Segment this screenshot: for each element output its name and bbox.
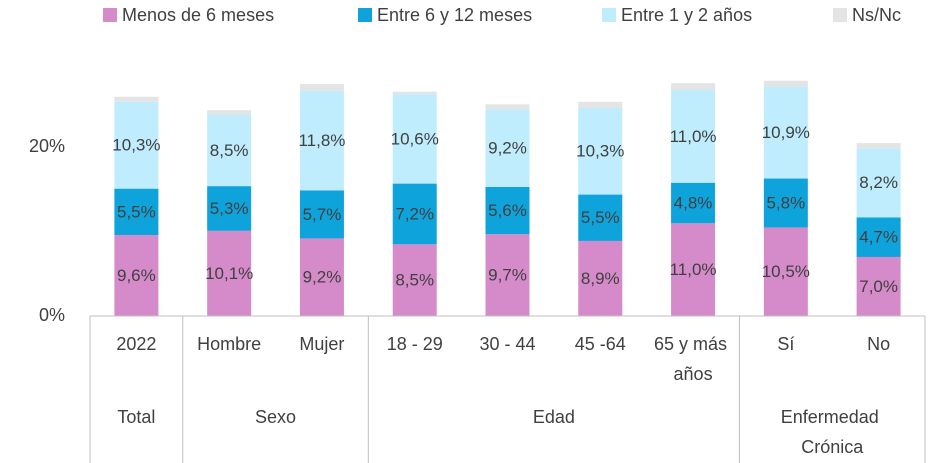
bar-segment <box>392 244 437 316</box>
bar-segment <box>578 240 623 316</box>
legend-label: Menos de 6 meses <box>122 5 274 25</box>
bar-segment <box>392 94 437 184</box>
x-tick-label: 65 y más años <box>654 334 732 384</box>
bar-segment <box>578 107 623 195</box>
legend-label: Entre 6 y 12 meses <box>377 5 532 25</box>
bar-segment <box>856 256 901 316</box>
data-label: 7,0% <box>859 277 898 296</box>
x-tick-label: 18 - 29 <box>387 334 443 354</box>
data-label: 10,3% <box>112 136 160 155</box>
legend-swatch <box>602 8 616 22</box>
data-label: 8,5% <box>395 271 434 290</box>
x-tick-label: Mujer <box>299 334 344 354</box>
x-tick-label: 45 -64 <box>575 334 626 354</box>
data-label: 11,8% <box>298 131 345 150</box>
x-tick-label: 2022 <box>116 334 156 354</box>
legend-label: Ns/Nc <box>852 5 901 25</box>
data-label: 5,7% <box>303 205 342 224</box>
bar-segment <box>856 148 901 218</box>
bar-segment <box>671 83 716 90</box>
bar-segment <box>392 183 437 245</box>
data-label: 5,3% <box>210 199 249 218</box>
x-tick-label: 30 - 44 <box>479 334 535 354</box>
data-label: 9,7% <box>488 266 527 285</box>
data-label: 10,3% <box>576 142 624 161</box>
data-label: 8,9% <box>581 269 620 288</box>
bar-segment <box>392 91 437 95</box>
bar-segment <box>114 188 159 236</box>
data-label: 5,8% <box>766 193 805 212</box>
data-label: 4,8% <box>674 193 713 212</box>
bar-segment <box>299 238 344 316</box>
bar-segment <box>485 104 530 110</box>
bar-segment <box>299 190 344 239</box>
data-label: 10,1% <box>205 264 253 283</box>
data-label: 11,0% <box>670 260 717 279</box>
bar-segment <box>763 227 808 316</box>
bar-segment <box>207 186 252 231</box>
data-label: 10,9% <box>762 123 810 142</box>
bar-segment <box>485 186 530 235</box>
x-tick-label: Hombre <box>197 334 261 354</box>
bar-segment <box>114 101 159 189</box>
group-label: Total <box>117 407 155 427</box>
group-label: Sexo <box>255 407 296 427</box>
data-label: 8,5% <box>210 141 249 160</box>
data-label: 11,0% <box>670 127 717 146</box>
bar-segment <box>671 223 716 316</box>
group-label: Edad <box>533 407 575 427</box>
data-label: 10,6% <box>391 129 439 148</box>
bar-segment <box>763 86 808 179</box>
bar-segment <box>763 80 808 87</box>
bar-segment <box>578 101 623 108</box>
data-label: 5,5% <box>581 208 620 227</box>
bar-segment <box>578 194 623 241</box>
bar-segment <box>856 217 901 257</box>
bar-segment <box>671 89 716 183</box>
bar-segment <box>207 230 252 316</box>
group-label: Enfermedad Crónica <box>781 407 884 457</box>
data-label: 4,7% <box>859 228 898 247</box>
x-tick-label: Sí <box>777 334 794 354</box>
data-label: 7,2% <box>395 204 434 223</box>
bar-segment <box>299 84 344 91</box>
bar-segment <box>485 234 530 316</box>
y-tick-label: 20% <box>29 136 65 156</box>
bar-segment <box>671 182 716 224</box>
bar-segment <box>856 143 901 149</box>
bar-segment <box>299 90 344 191</box>
data-label: 5,6% <box>488 201 527 220</box>
data-label: 10,5% <box>762 262 810 281</box>
legend-swatch <box>833 8 847 22</box>
legend-label: Entre 1 y 2 años <box>621 5 752 25</box>
bar-segment <box>114 235 159 316</box>
data-label: 9,2% <box>303 268 342 287</box>
data-label: 9,2% <box>488 139 527 158</box>
legend-swatch <box>103 8 117 22</box>
data-label: 9,6% <box>117 266 156 285</box>
data-label: 8,2% <box>859 173 898 192</box>
bar-segment <box>114 96 159 102</box>
bar-segment <box>485 109 530 187</box>
bar-segment <box>763 178 808 228</box>
bar-segment <box>207 110 252 115</box>
data-label: 5,5% <box>117 202 156 221</box>
bar-segment <box>207 114 252 187</box>
legend-swatch <box>358 8 372 22</box>
y-tick-label: 0% <box>39 305 65 325</box>
x-tick-label: No <box>867 334 890 354</box>
